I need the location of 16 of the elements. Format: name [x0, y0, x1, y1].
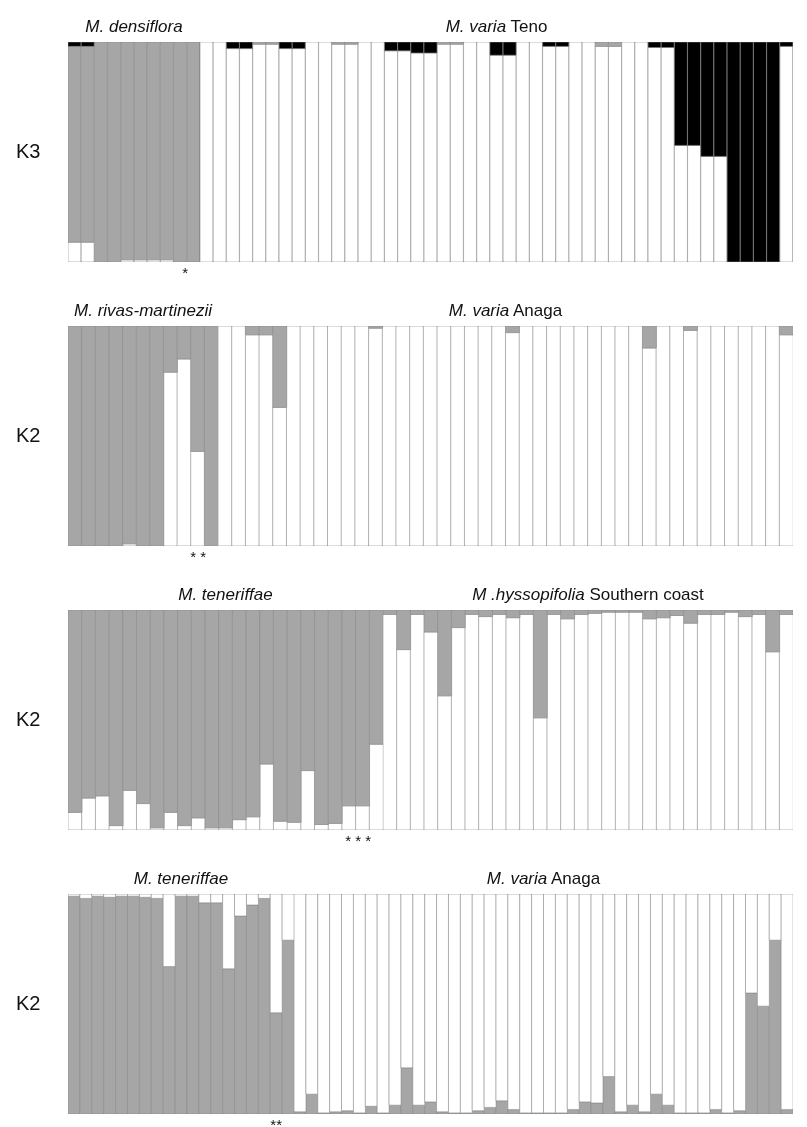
y-axis-title: K2	[16, 708, 41, 731]
chart-title: M .hyssopifolia Southern coast	[472, 585, 704, 604]
text: **	[270, 1116, 282, 1127]
chart-title: M. teneriffae	[133, 869, 229, 888]
chart-title: M. teneriffae	[178, 585, 273, 604]
chart-title: M. varia Anaga	[486, 869, 601, 888]
chart-title: M. varia Teno	[445, 17, 548, 36]
chart-title: M. varia Anaga	[448, 301, 563, 320]
y-axis-title: K3	[16, 140, 41, 163]
chart-title: M. densiflora	[85, 17, 183, 36]
text: * * *	[345, 832, 371, 849]
text: *	[182, 264, 188, 281]
y-axis-title: K2	[16, 992, 41, 1015]
chart-title: M. rivas-martinezii	[74, 301, 212, 320]
y-axis-title: K2	[16, 424, 41, 447]
text: * *	[190, 548, 206, 565]
